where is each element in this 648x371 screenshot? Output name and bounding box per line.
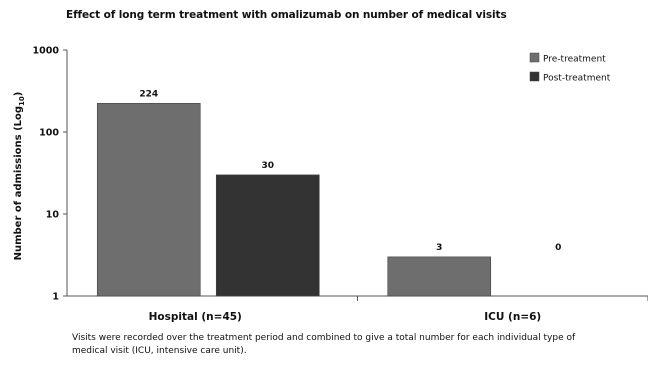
chart-title: Effect of long term treatment with omali… <box>66 9 507 21</box>
footnote: Visits were recorded over the treatment … <box>72 332 632 358</box>
y-tick-label: 1 <box>52 292 59 303</box>
bar <box>215 174 320 297</box>
data-label: 30 <box>261 161 274 171</box>
y-tick-label: 1000 <box>33 46 60 57</box>
legend-label: Post-treatment <box>543 74 611 84</box>
data-label: 3 <box>436 243 442 253</box>
data-label: 224 <box>139 89 158 99</box>
x-category-label: Hospital (n=45) <box>149 311 242 323</box>
y-tick-label: 100 <box>39 128 59 139</box>
data-label: 0 <box>555 243 561 253</box>
bar <box>387 256 492 297</box>
footnote-line-2: medical visit (ICU, intensive care unit)… <box>72 346 247 356</box>
legend-label: Pre-treatment <box>543 55 606 65</box>
legend-swatch <box>529 52 540 63</box>
legend-swatch <box>529 71 540 82</box>
bar <box>96 102 201 297</box>
footnote-line-1: Visits were recorded over the treatment … <box>72 333 576 343</box>
y-tick-label: 10 <box>46 210 60 221</box>
x-category-label: ICU (n=6) <box>484 311 541 323</box>
